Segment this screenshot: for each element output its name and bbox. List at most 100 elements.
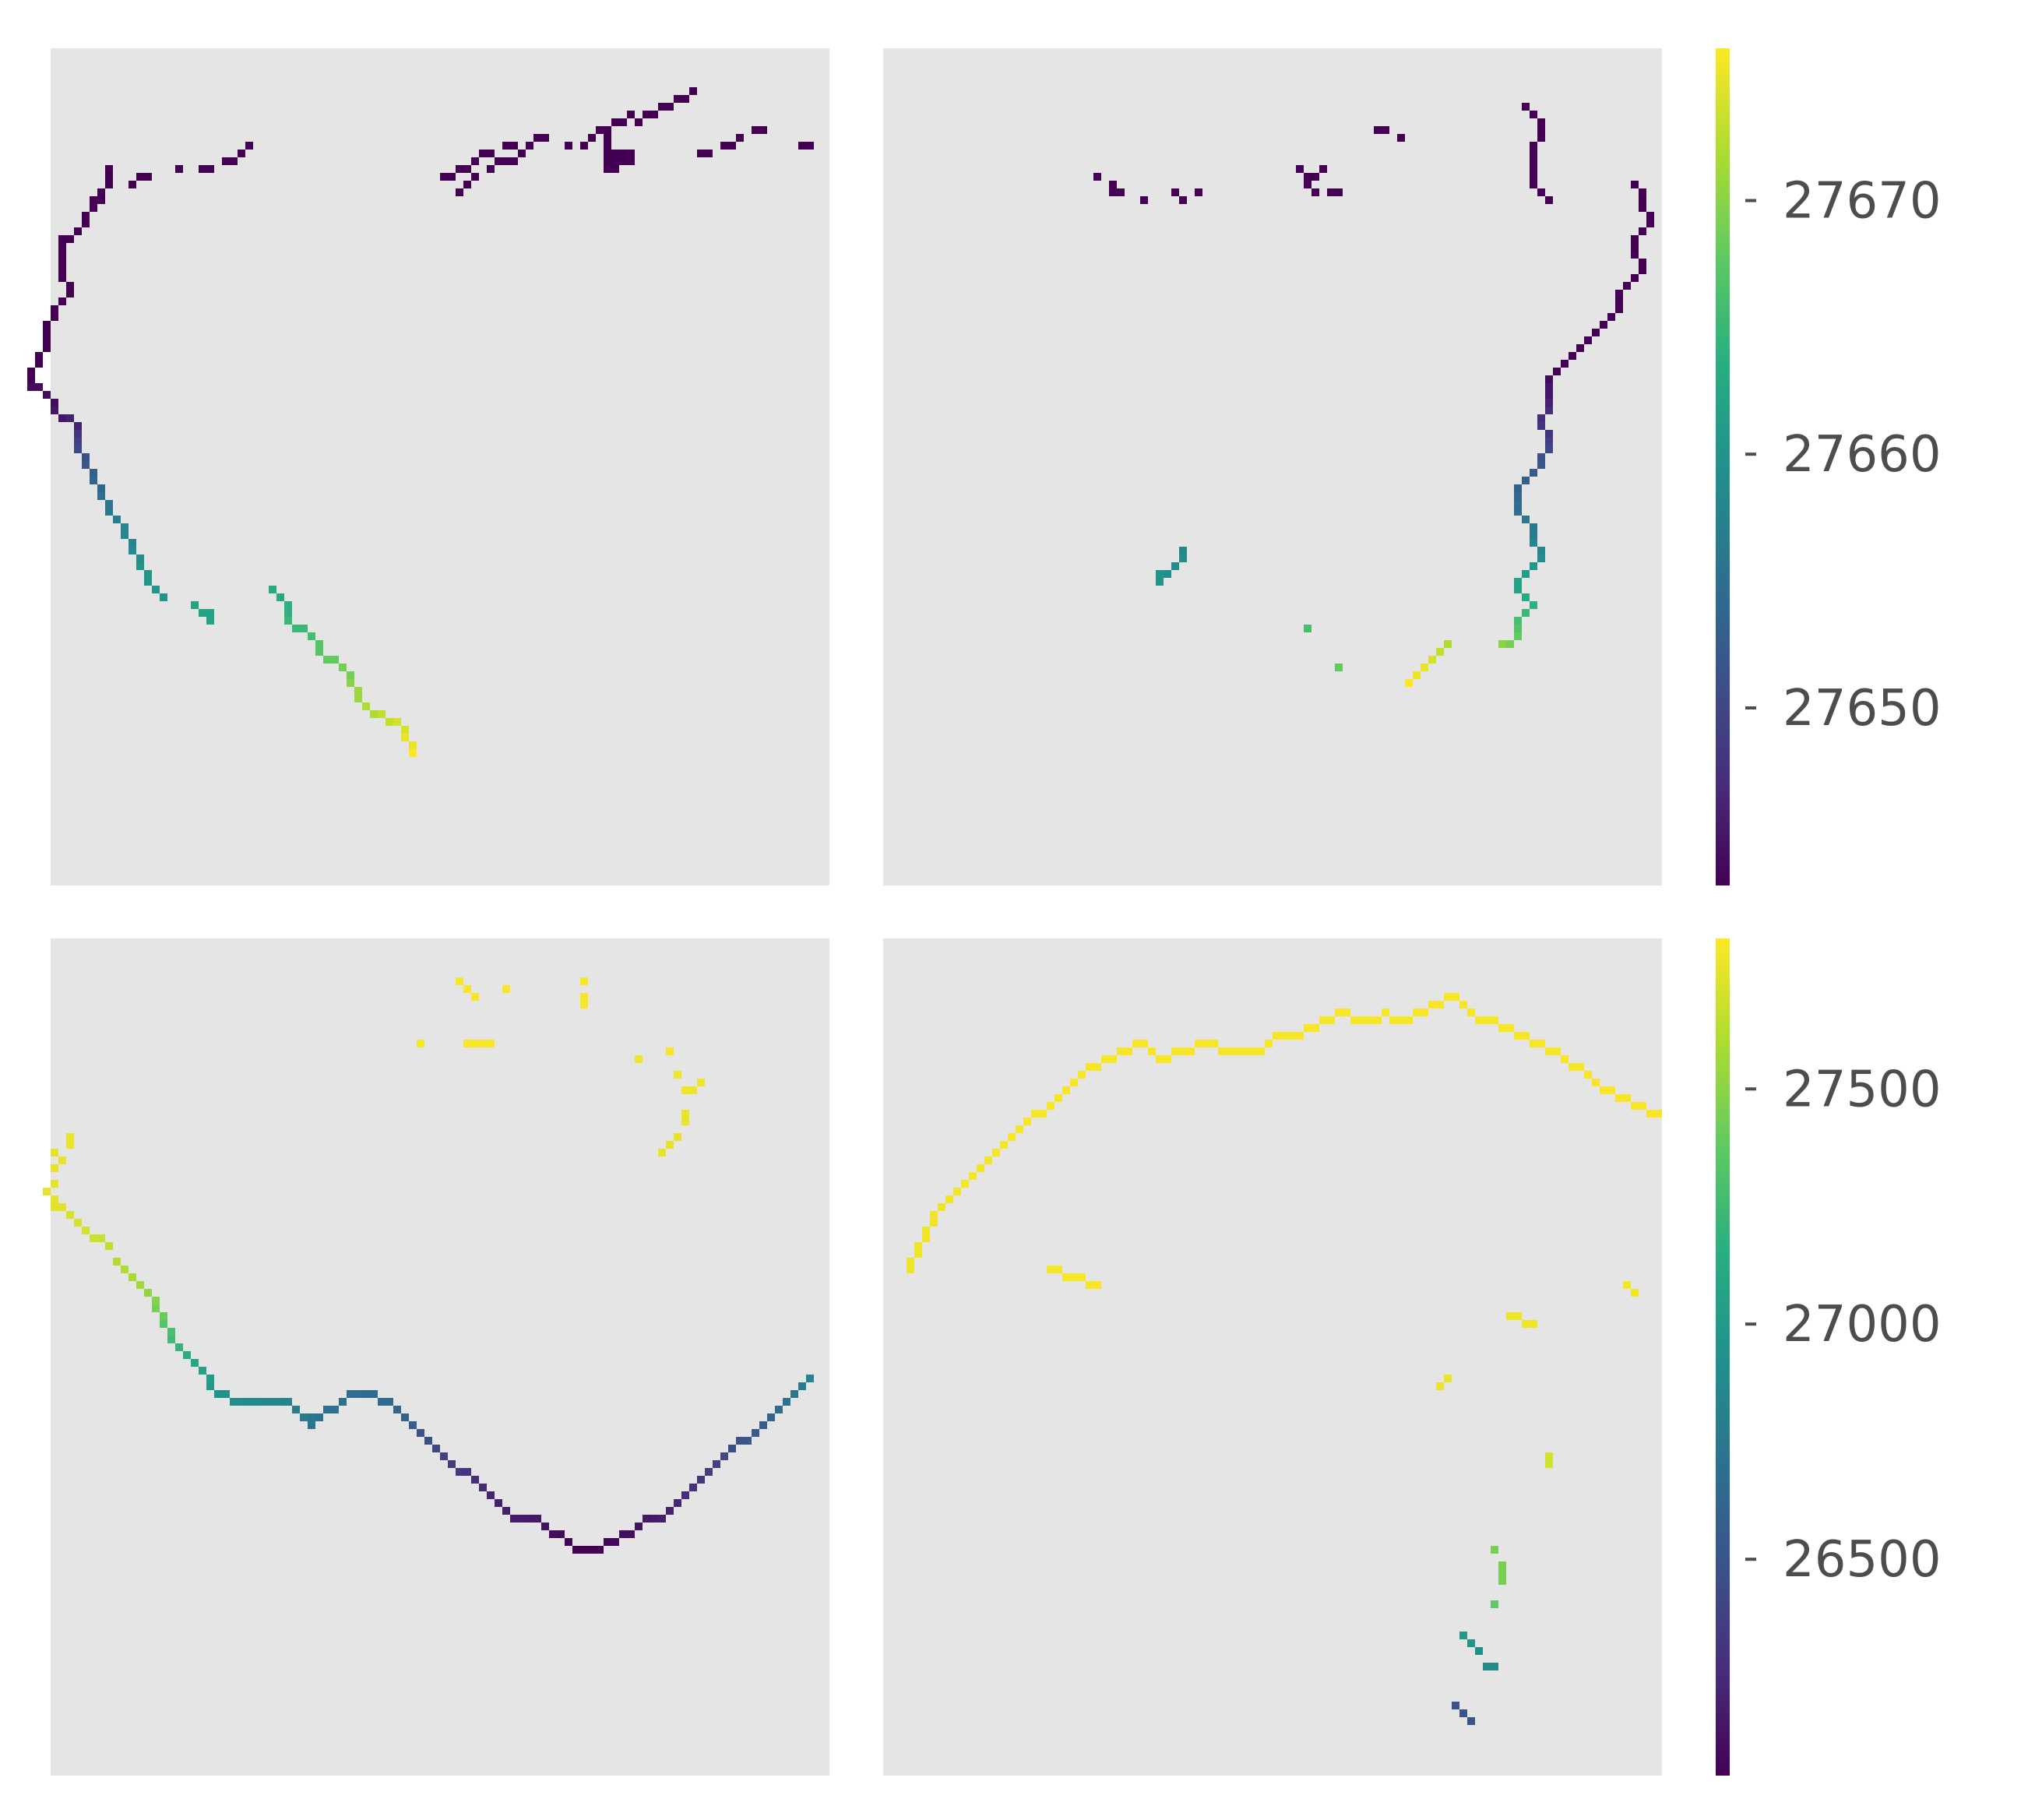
heatmap-cell [401, 734, 409, 741]
heatmap-cell [806, 1375, 814, 1382]
heatmap-cell [58, 266, 66, 274]
heatmap-cell [720, 142, 728, 150]
heatmap-cell [74, 430, 82, 438]
heatmap-cell [984, 1156, 992, 1164]
heatmap-cell [121, 523, 129, 531]
heatmap-cell [643, 111, 650, 118]
heatmap-cell [1382, 126, 1389, 134]
heatmap-cell [1327, 188, 1335, 196]
heatmap-cell [199, 165, 206, 173]
heatmap-cell [1639, 259, 1646, 266]
heatmap-cell [1592, 1079, 1600, 1086]
heatmap-cell [97, 188, 105, 196]
heatmap-cell [1273, 1032, 1280, 1040]
heatmap-cell [175, 165, 183, 173]
heatmap-cell [58, 1203, 66, 1211]
heatmap-cell [1631, 1102, 1639, 1110]
heatmap-cell [97, 484, 105, 492]
heatmap-cell [347, 679, 354, 687]
heatmap-cell [1164, 1055, 1171, 1063]
heatmap-cell [347, 671, 354, 679]
heatmap-cell [1553, 368, 1561, 375]
heatmap-cell [744, 1437, 752, 1445]
heatmap-cell [674, 1499, 681, 1507]
heatmap-cell [720, 1452, 728, 1460]
heatmap-cell [456, 165, 463, 173]
heatmap-cell [51, 305, 58, 313]
heatmap-cell [370, 1390, 378, 1398]
heatmap-cell [650, 1515, 658, 1523]
heatmap-cell [152, 586, 160, 593]
heatmap-cell [97, 196, 105, 204]
heatmap-cell [611, 1538, 619, 1546]
heatmap-cell [1241, 1047, 1249, 1055]
heatmap-cell [308, 1413, 315, 1421]
heatmap-cell [1312, 1024, 1319, 1032]
heatmap-cell [222, 157, 230, 165]
heatmap-cell [1584, 336, 1592, 344]
colorbar-top-gradient [1716, 48, 1730, 885]
panel-bottom-left-background [51, 938, 829, 1776]
heatmap-cell [580, 1001, 588, 1009]
heatmap-cell [907, 1258, 914, 1266]
heatmap-cell [1156, 1055, 1164, 1063]
heatmap-cell [674, 1133, 681, 1141]
heatmap-cell [1016, 1125, 1023, 1133]
panel-bottom-right-background [883, 938, 1662, 1776]
heatmap-cell [238, 150, 245, 157]
heatmap-cell [1537, 554, 1545, 562]
heatmap-cell [1062, 1086, 1070, 1094]
heatmap-cell [1498, 640, 1506, 648]
heatmap-cell [58, 251, 66, 259]
heatmap-cell [604, 126, 611, 134]
heatmap-cell [1537, 453, 1545, 461]
heatmap-cell [284, 601, 292, 609]
heatmap-cell [1467, 1639, 1475, 1647]
heatmap-cell [1459, 1709, 1467, 1717]
heatmap-cell [424, 1437, 432, 1445]
heatmap-cell [1537, 461, 1545, 469]
heatmap-cell [790, 1390, 798, 1398]
heatmap-cell [1631, 243, 1639, 251]
heatmap-cell [1646, 1110, 1654, 1118]
heatmap-cell [1522, 103, 1530, 111]
heatmap-cell [292, 625, 300, 632]
heatmap-cell [339, 1398, 347, 1406]
heatmap-cell [269, 586, 276, 593]
heatmap-cell [619, 150, 627, 157]
heatmap-cell [1202, 1040, 1210, 1047]
heatmap-cell [354, 1390, 362, 1398]
heatmap-cell [1288, 1032, 1296, 1040]
heatmap-cell [1631, 274, 1639, 282]
heatmap-cell [1545, 1047, 1553, 1055]
heatmap-cell [1467, 1717, 1475, 1725]
heatmap-cell [1514, 625, 1522, 632]
heatmap-cell [160, 1320, 167, 1328]
heatmap-cell [1156, 578, 1164, 586]
colorbar-tick-label: 27000 [1783, 1296, 1942, 1354]
heatmap-cell [58, 243, 66, 251]
heatmap-cell [541, 134, 549, 142]
heatmap-cell [1047, 1266, 1054, 1273]
heatmap-cell [1491, 1663, 1498, 1670]
heatmap-cell [245, 1398, 253, 1406]
heatmap-cell [1195, 188, 1202, 196]
heatmap-cell [1561, 360, 1569, 368]
heatmap-cell [533, 1515, 541, 1523]
heatmap-cell [471, 157, 479, 165]
heatmap-cell [51, 407, 58, 414]
heatmap-cell [1093, 173, 1101, 181]
heatmap-cell [1491, 1600, 1498, 1608]
heatmap-cell [604, 134, 611, 142]
heatmap-cell [1514, 617, 1522, 625]
heatmap-cell [1062, 1273, 1070, 1281]
heatmap-cell [191, 1359, 199, 1367]
heatmap-cell [74, 422, 82, 430]
heatmap-cell [1545, 438, 1553, 445]
heatmap-cell [1545, 399, 1553, 407]
heatmap-cell [549, 1530, 557, 1538]
heatmap-cell [74, 445, 82, 453]
heatmap-cell [43, 391, 51, 399]
heatmap-cell [238, 1398, 245, 1406]
heatmap-cell [681, 95, 689, 103]
